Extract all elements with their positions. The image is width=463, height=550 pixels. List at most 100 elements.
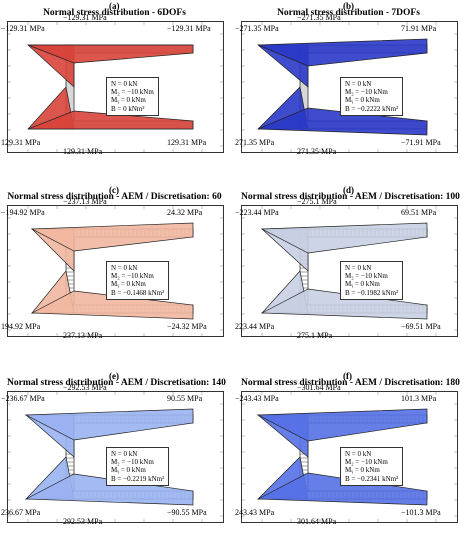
load-info-box: N = 0 kN M₂ = −10 kNm Mᵧ = 0 kNm B = −0.234… [340,447,404,486]
panel-tag: (f) [343,371,352,381]
load-info-line: Mᵧ = 0 kNm [111,96,146,105]
flange-stress-bottom [257,107,428,136]
stress-label-bot-right: −69.51 MPa [401,322,441,331]
stress-label-bot-left: 129.31 MPa [1,138,41,147]
stress-label-top-left: −223.44 MPa [235,208,279,217]
load-info-line: B = −0.2222 kNm² [345,104,399,113]
stress-label-bot-right: −71.91 MPa [401,138,441,147]
panel-title: Normal stress distribution - 6DOFs [43,8,186,18]
stress-label-bot-mid: 237.13 MPa [63,331,103,340]
flange-stress-top [30,222,194,252]
plot-panel: N = 0 kN M₂ = −10 kNm Mᵧ = 0 kNm B = −0.198… [241,205,458,337]
stress-label-top-left: −236.67 MPa [1,394,45,403]
stress-label-bot-left: 271.35 MPa [235,138,275,147]
flange-stress-bottom [260,288,428,320]
stress-label-top-right: 71.91 MPa [401,24,437,33]
stress-label-bot-mid: 292.53 MPa [63,517,103,526]
stress-label-top-mid: −275.1 MPa [297,197,337,206]
stress-label-bot-right: −24.32 MPa [167,322,207,331]
stress-label-top-mid: −271.35 MPa [297,13,341,22]
stress-diagram [8,392,223,522]
load-info-box: N = 0 kN M₂ = −10 kNm Mᵧ = 0 kNm B = −0.221… [106,447,170,486]
stress-label-top-mid: −237.13 MPa [63,197,107,206]
panel-title: Normal stress distribution - AEM / Discr… [7,192,222,202]
load-info-line: M₂ = −10 kNm [111,272,154,281]
stress-label-top-left: −271.35 MPa [235,24,279,33]
stress-label-top-mid: −301.64 MPa [297,383,341,392]
load-info-line: N = 0 kN [345,80,372,88]
stress-diagram [242,392,457,522]
flange-stress-top [24,408,194,441]
flange-stress-top [257,38,428,67]
stress-diagram [8,206,223,336]
load-info-line: Mᵧ = 0 kNm [345,466,380,475]
load-info-line: M₂ = −10 kNm [345,458,388,467]
stress-diagram [8,22,223,152]
load-info-line: N = 0 kN [111,450,138,458]
stress-diagram [242,22,457,152]
load-info-line: M₂ = −10 kNm [345,272,388,281]
load-info-box: N = 0 kN M₂ = −10 kNm Mᵧ = 0 kNm B = 0 kNm² [106,77,159,116]
plot-panel: N = 0 kN M₂ = −10 kNm Mᵧ = 0 kNm B = −0.221… [7,391,224,523]
panel-tag: (d) [343,185,354,195]
stress-label-top-left: −243.43 MPa [235,394,279,403]
stress-label-top-mid: −292.53 MPa [63,383,107,392]
load-info-box: N = 0 kN M₂ = −10 kNm Mᵧ = 0 kNm B = −0.198… [340,261,404,300]
flange-stress-bottom [256,472,428,506]
flange-stress-bottom [30,290,194,320]
flange-stress-bottom [24,473,194,506]
plot-panel: N = 0 kN M₂ = −10 kNm Mᵧ = 0 kNm B = 0 kNm² [7,21,224,153]
load-info-line: N = 0 kN [111,80,138,88]
stress-label-top-left: −194.92 MPa [1,208,45,217]
plot-panel: N = 0 kN M₂ = −10 kNm Mᵧ = 0 kNm B = −0.222… [241,21,458,153]
stress-diagram [242,206,457,336]
stress-label-top-right: 24.32 MPa [167,208,203,217]
stress-label-bot-left: 223.44 MPa [235,322,275,331]
panel-tag: (c) [109,185,119,195]
panel-title: Normal stress distribution - AEM / Discr… [7,378,226,388]
stress-label-bot-mid: 275.1 MPa [297,331,333,340]
stress-label-top-right: 90.55 MPa [167,394,203,403]
plot-panel: N = 0 kN M₂ = −10 kNm Mᵧ = 0 kNm B = −0.234… [241,391,458,523]
stress-label-bot-left: 194.92 MPa [1,322,41,331]
panel-title: Normal stress distribution - AEM / Discr… [241,192,460,202]
stress-label-bot-right: −101.3 MPa [401,508,441,517]
panel-tag: (b) [343,1,354,11]
panel-title: Normal stress distribution - AEM / Discr… [241,378,460,388]
stress-label-bot-mid: 301.64 MPa [297,517,337,526]
stress-label-bot-right: 129.31 MPa [167,138,207,147]
stress-label-bot-mid: 129.31 MPa [63,147,103,156]
flange-stress-top [27,44,194,64]
load-info-line: Mᵧ = 0 kNm [111,466,146,475]
panel-title: Normal stress distribution - 7DOFs [277,8,420,18]
stress-label-top-left: −129.31 MPa [1,24,45,33]
panel-tag: (e) [109,371,119,381]
stress-label-bot-left: 236.67 MPa [1,508,41,517]
stress-label-bot-left: 243.43 MPa [235,508,275,517]
load-info-line: B = −0.2341 kNm² [345,474,399,483]
stress-label-top-right: 69.51 MPa [401,208,437,217]
load-info-line: Mᵧ = 0 kNm [111,280,146,289]
load-info-box: N = 0 kN M₂ = −10 kNm Mᵧ = 0 kNm B = −0.222… [340,77,404,116]
panel-tag: (a) [109,1,120,11]
load-info-line: N = 0 kN [345,264,372,272]
load-info-line: N = 0 kN [345,450,372,458]
plot-panel: N = 0 kN M₂ = −10 kNm Mᵧ = 0 kNm B = −0.146… [7,205,224,337]
load-info-line: B = 0 kNm² [111,104,145,113]
flange-stress-top [256,408,428,442]
load-info-line: Mᵧ = 0 kNm [345,280,380,289]
load-info-line: M₂ = −10 kNm [345,88,388,97]
stress-label-top-right: 101.3 MPa [401,394,437,403]
stress-label-bot-mid: 271.35 MPa [297,147,337,156]
load-info-line: Mᵧ = 0 kNm [345,96,380,105]
stress-label-top-right: −129.31 MPa [167,24,211,33]
flange-stress-bottom [27,110,194,130]
load-info-line: M₂ = −10 kNm [111,88,154,97]
load-info-line: B = −0.1468 kNm² [111,288,165,297]
load-info-line: B = −0.2219 kNm² [111,474,165,483]
stress-label-bot-right: −90.55 MPa [167,508,207,517]
load-info-line: N = 0 kN [111,264,138,272]
load-info-line: M₂ = −10 kNm [111,458,154,467]
stress-label-top-mid: −129.31 MPa [63,13,107,22]
load-info-line: B = −0.1982 kNm² [345,288,399,297]
